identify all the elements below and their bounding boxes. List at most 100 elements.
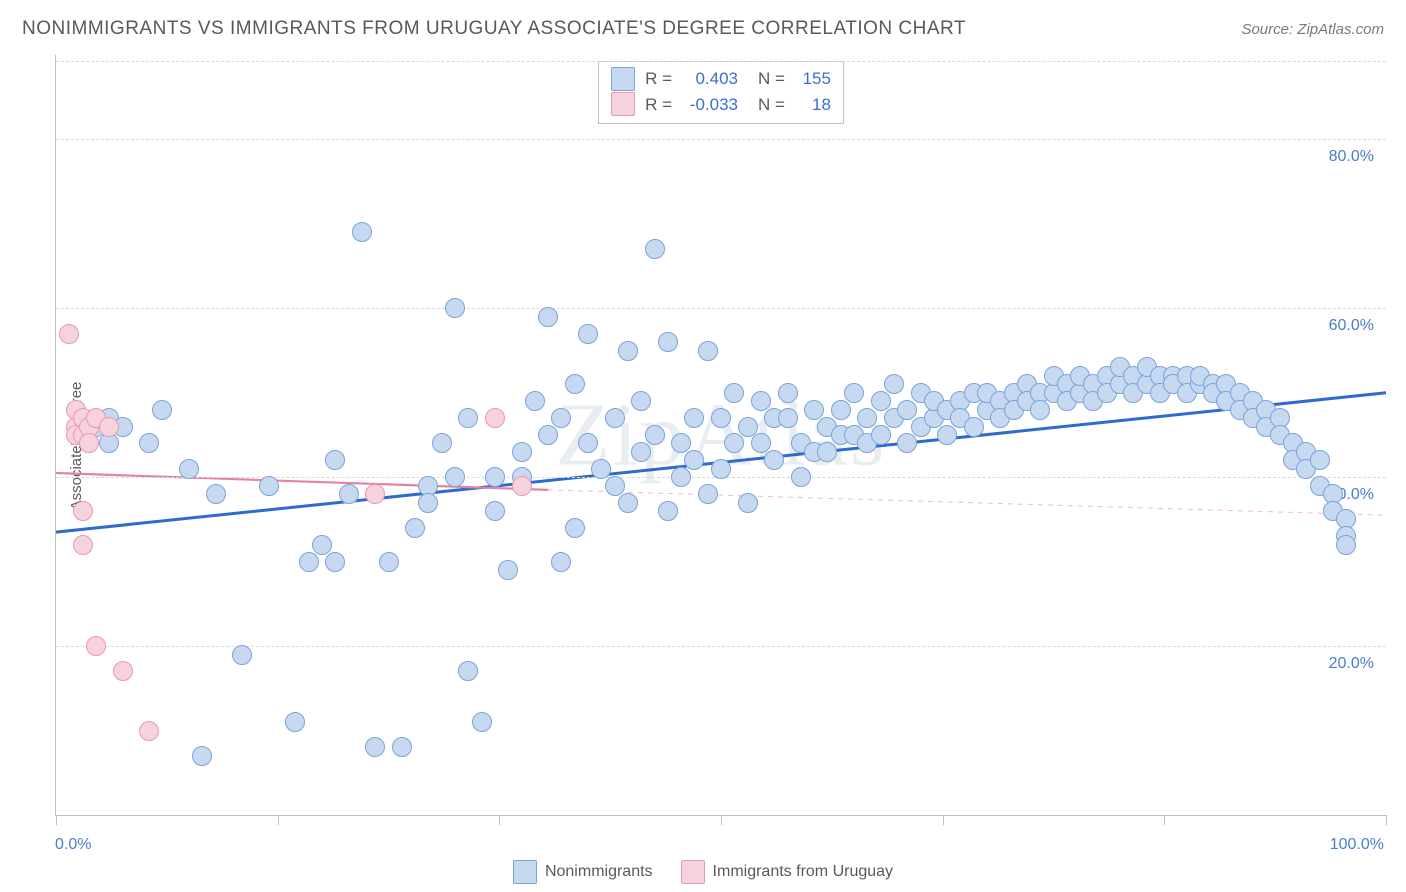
y-tick-label: 60.0% [1329,317,1374,335]
y-tick-label: 80.0% [1329,148,1374,166]
data-point [605,476,625,496]
data-point [605,408,625,428]
stats-row: R =0.403N =155 [611,66,831,92]
legend-swatch [681,860,705,884]
data-point [751,433,771,453]
data-point [86,636,106,656]
data-point [645,239,665,259]
data-point [631,391,651,411]
data-point [79,433,99,453]
data-point [485,408,505,428]
data-point [884,374,904,394]
series-swatch [611,92,635,116]
data-point [365,737,385,757]
data-point [871,425,891,445]
data-point [937,425,957,445]
correlation-stats-box: R =0.403N =155R =-0.033N =18 [598,61,844,124]
x-tick [943,815,944,825]
data-point [565,374,585,394]
data-point [684,450,704,470]
legend-item: Immigrants from Uruguay [681,860,894,884]
data-point [857,408,877,428]
trend-lines-layer [56,55,1386,815]
data-point [325,450,345,470]
data-point [458,661,478,681]
data-point [206,484,226,504]
data-point [591,459,611,479]
data-point [192,746,212,766]
stat-r-label: R = [645,92,672,118]
data-point [671,467,691,487]
series-swatch [611,67,635,91]
data-point [259,476,279,496]
data-point [99,417,119,437]
scatter-plot: ZipAtlas R =0.403N =155R =-0.033N =18 20… [55,55,1386,816]
data-point [831,400,851,420]
data-point [804,400,824,420]
data-point [698,341,718,361]
data-point [671,433,691,453]
data-point [392,737,412,757]
data-point [618,493,638,513]
data-point [578,433,598,453]
legend-label: Nonimmigrants [545,863,653,881]
data-point [485,501,505,521]
gridline [56,61,1386,62]
data-point [405,518,425,538]
data-point [897,433,917,453]
data-point [844,383,864,403]
data-point [312,535,332,555]
stat-n-label: N = [758,66,785,92]
data-point [458,408,478,428]
data-point [379,552,399,572]
stats-row: R = -0.033 N = 18 [611,92,831,118]
data-point [538,307,558,327]
x-axis-min-label: 0.0% [55,836,91,854]
stat-r-value: -0.033 [682,92,738,118]
data-point [1030,400,1050,420]
data-point [658,332,678,352]
legend: Nonimmigrants Immigrants from Uruguay [0,860,1406,884]
legend-swatch [513,860,537,884]
data-point [472,712,492,732]
data-point [724,433,744,453]
data-point [738,493,758,513]
source-label: Source: ZipAtlas.com [1241,21,1384,38]
y-tick-label: 20.0% [1329,655,1374,673]
data-point [59,324,79,344]
data-point [232,645,252,665]
data-point [525,391,545,411]
data-point [551,408,571,428]
stat-n-value: 155 [795,66,831,92]
data-point [738,417,758,437]
data-point [711,459,731,479]
legend-item: Nonimmigrants [513,860,653,884]
gridline [56,139,1386,140]
data-point [1336,535,1356,555]
data-point [498,560,518,580]
data-point [113,661,133,681]
chart-title: NONIMMIGRANTS VS IMMIGRANTS FROM URUGUAY… [22,18,966,40]
data-point [764,450,784,470]
data-point [565,518,585,538]
data-point [778,383,798,403]
data-point [751,391,771,411]
stat-r-label: R = [645,66,672,92]
stat-n-label: N = [758,92,785,118]
data-point [578,324,598,344]
data-point [365,484,385,504]
trend-line [56,473,548,490]
data-point [432,433,452,453]
data-point [485,467,505,487]
x-tick [56,815,57,825]
data-point [299,552,319,572]
data-point [512,476,532,496]
data-point [538,425,558,445]
data-point [325,552,345,572]
data-point [791,467,811,487]
data-point [698,484,718,504]
x-tick [1386,815,1387,825]
stat-n-value: 18 [795,92,831,118]
data-point [512,442,532,462]
data-point [724,383,744,403]
